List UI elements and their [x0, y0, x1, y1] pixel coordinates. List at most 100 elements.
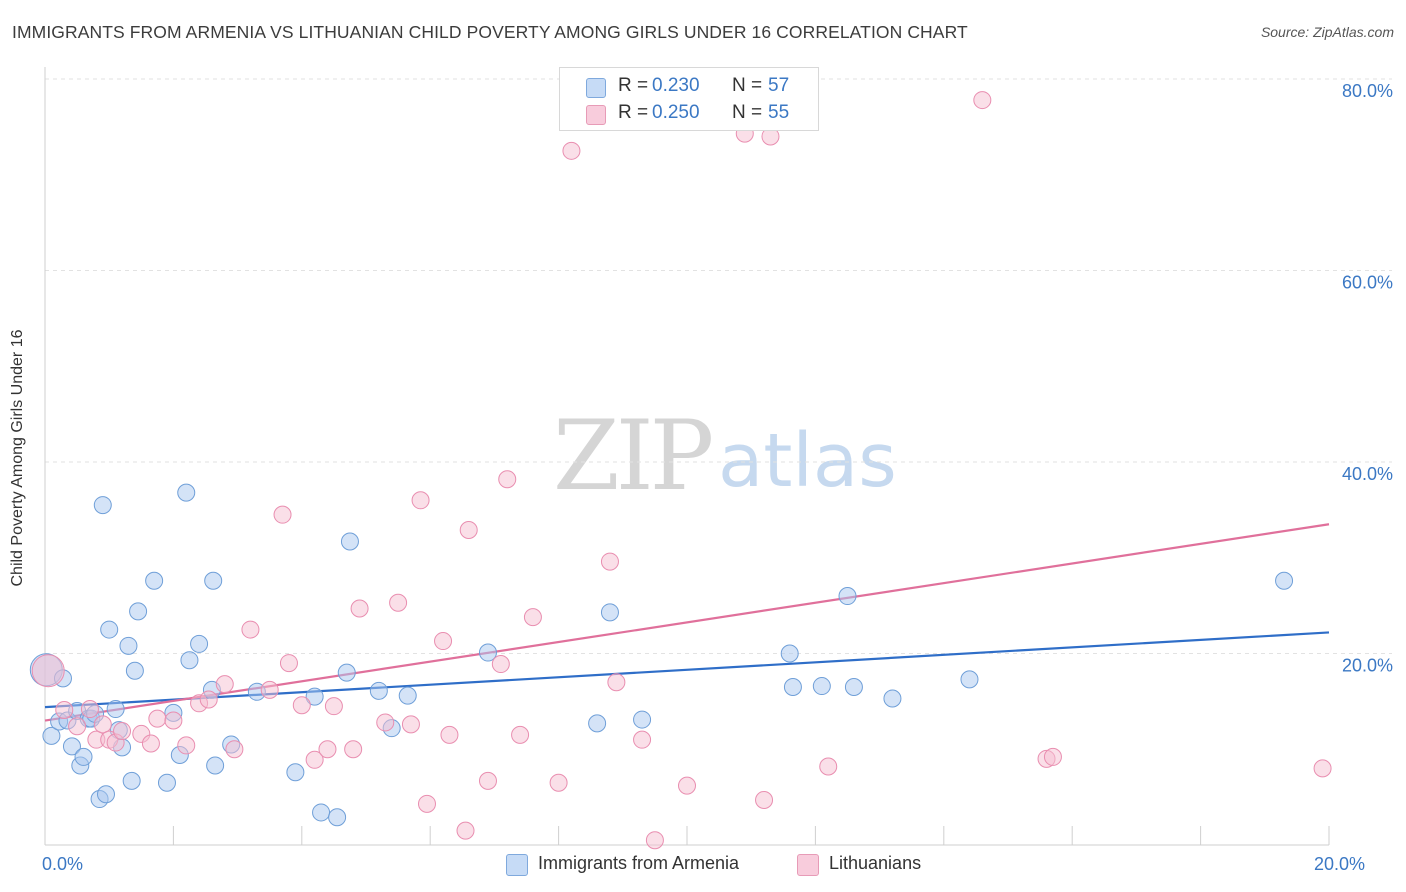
lithuanians-point: [55, 700, 74, 719]
armenia-point: [145, 571, 164, 590]
lithuanians-point: [549, 773, 568, 792]
lithuanians-point: [678, 776, 696, 795]
lithuanians-point: [973, 91, 992, 110]
armenia-swatch: [586, 78, 606, 98]
lithuanians-point: [440, 725, 459, 744]
lithuanians-point: [177, 736, 196, 755]
lithuanians-point: [344, 740, 363, 759]
lithuanians-point: [324, 697, 343, 716]
armenia-point: [1275, 571, 1294, 590]
armenia-point: [783, 678, 802, 697]
lithuanians-point: [164, 711, 183, 730]
lithuanians-point: [417, 794, 436, 813]
armenia-point: [633, 710, 652, 729]
x-tick-label: 0.0%: [42, 854, 83, 874]
armenia-point: [398, 686, 417, 705]
lithuanians-point: [562, 141, 581, 160]
armenia-point: [960, 670, 979, 689]
gridlines: [45, 78, 1392, 654]
lithuanians-trend-line: [44, 523, 1330, 722]
lithuanians-point: [600, 552, 619, 571]
armenia-point: [125, 661, 144, 680]
armenia-point: [337, 663, 356, 682]
n-value: 57: [768, 75, 790, 96]
y-tick-label: 60.0%: [1342, 273, 1393, 293]
lithuanians-point: [755, 790, 774, 809]
lithuanians-point: [279, 654, 298, 673]
stats-legend: R = 0.230 N = 57 R = 0.250 N = 55: [559, 67, 819, 131]
armenia-legend-swatch: [506, 854, 528, 876]
lithuanians-point: [459, 520, 478, 539]
lithuanians-point: [93, 715, 112, 734]
armenia-point: [838, 587, 857, 606]
r-value: 0.250: [652, 102, 700, 123]
lithuanians-swatch: [586, 105, 606, 125]
data-points: [29, 91, 1332, 850]
lithuanians-point: [478, 771, 497, 790]
armenia-point: [157, 773, 176, 792]
axes: [44, 67, 1330, 846]
armenia-point: [780, 644, 799, 663]
lithuanians-point: [113, 722, 132, 741]
armenia-point: [100, 620, 119, 639]
lithuanians-point: [350, 599, 369, 618]
r-value: 0.230: [652, 75, 700, 96]
lithuanians-point: [376, 713, 395, 732]
armenia-point: [177, 483, 196, 502]
armenia-point: [74, 747, 93, 766]
lithuanians-point: [389, 593, 408, 612]
lithuanians-point: [1043, 747, 1062, 766]
chart-title: IMMIGRANTS FROM ARMENIA VS LITHUANIAN CH…: [12, 22, 968, 42]
armenia-point: [369, 681, 388, 700]
armenia-point: [312, 803, 331, 822]
n-value: 55: [768, 102, 790, 123]
lithuanians-legend-swatch: [797, 854, 819, 876]
lithuanians-point: [607, 673, 626, 692]
armenia-point: [305, 687, 324, 706]
armenia-point: [93, 496, 112, 515]
armenia-point: [206, 756, 225, 775]
lithuanians-point: [215, 675, 234, 694]
source-label: Source: ZipAtlas.com: [1260, 24, 1394, 40]
n-label: N =: [732, 102, 763, 123]
lithuanians-point: [456, 821, 475, 840]
lithuanians-point: [305, 750, 324, 769]
armenia-point: [600, 603, 619, 622]
armenia-point: [190, 634, 209, 653]
armenia-point: [844, 678, 863, 697]
armenia-legend-label: Immigrants from Armenia: [538, 853, 740, 873]
armenia-point: [286, 763, 305, 782]
lithuanians-point: [241, 620, 260, 639]
armenia-point: [180, 651, 199, 670]
armenia-point: [106, 700, 125, 719]
lithuanians-point: [491, 655, 510, 674]
y-axis-label: Child Poverty Among Girls Under 16: [9, 329, 26, 587]
armenia-point: [42, 726, 61, 745]
lithuanians-point: [225, 740, 244, 759]
x-tick-label: 20.0%: [1314, 854, 1365, 874]
lithuanians-point: [511, 725, 530, 744]
y-tick-label: 20.0%: [1342, 656, 1393, 676]
lithuanians-point: [260, 680, 279, 699]
watermark-atlas: atlas: [718, 418, 897, 504]
armenia-point: [340, 532, 359, 551]
lithuanians-point: [273, 505, 292, 524]
armenia-point: [588, 714, 607, 733]
watermark-zip: ZIP: [553, 400, 714, 512]
armenia-point: [204, 571, 223, 590]
armenia-point: [129, 602, 148, 621]
lithuanians-point: [401, 715, 420, 734]
lithuanians-point: [80, 700, 99, 719]
lithuanians-point: [819, 757, 838, 776]
lithuanians-point: [1313, 759, 1332, 778]
lithuanians-point: [68, 717, 87, 736]
lithuanians-point: [141, 734, 160, 753]
lithuanians-point: [633, 730, 652, 749]
armenia-point: [96, 785, 115, 804]
armenia-trend-line: [44, 631, 1330, 709]
tick-labels: 20.0% 40.0% 60.0% 80.0% 0.0% 20.0%: [42, 81, 1393, 874]
lithuanians-point: [31, 654, 65, 688]
armenia-point: [478, 643, 497, 662]
armenia-point: [119, 636, 138, 655]
